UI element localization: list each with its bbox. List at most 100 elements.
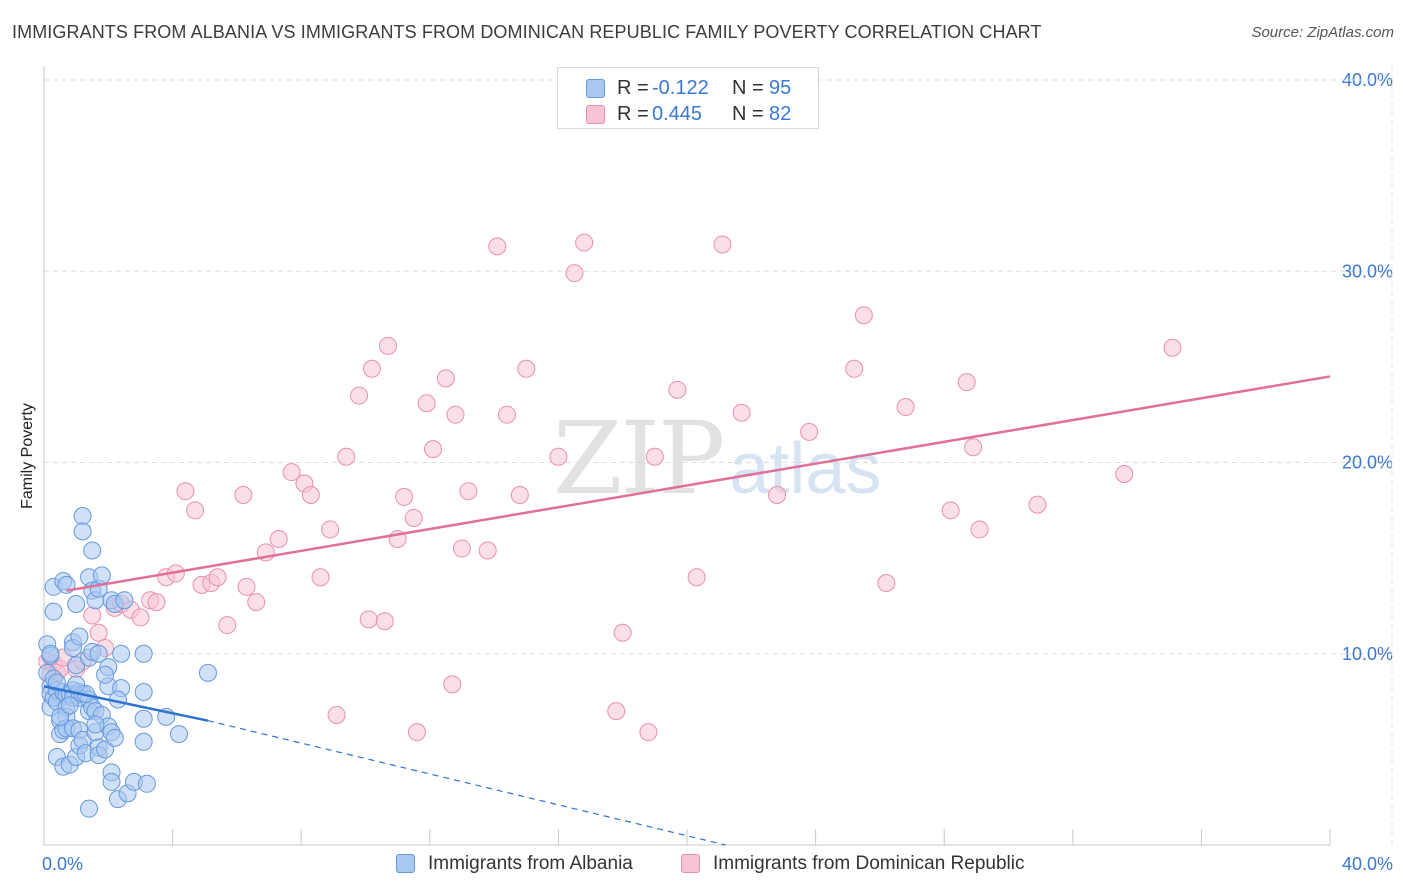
albania-trend-line [43,685,209,722]
watermark-atlas: atlas [729,429,882,509]
dominican-point [446,405,465,424]
dominican-point [459,482,478,501]
dominican-point [639,723,658,742]
legend-n-value: 95 [769,77,792,99]
albania-point [67,595,86,614]
dominican-point [379,336,398,355]
albania-point [73,522,92,541]
dominican-point [147,593,166,612]
dominican-point [89,623,108,642]
dominican-point [768,486,787,505]
albania-point [170,725,189,744]
dominican-point [497,405,516,424]
albania-point [44,602,63,621]
dominican-point [668,380,687,399]
albania-point [51,707,70,726]
chart-title: IMMIGRANTS FROM ALBANIA VS IMMIGRANTS FR… [12,22,1042,42]
dominican-point [350,386,369,405]
source-label: Source: ZipAtlas.com [1251,24,1394,41]
albania-point [60,696,79,715]
dominican-point [517,359,536,378]
dominican-point [375,612,394,631]
dominican-point [732,403,751,422]
legend-swatch-dominican [681,854,700,873]
albania-point [67,675,86,694]
dominican-point [247,593,266,612]
dominican-point [845,359,864,378]
dominican-point [301,486,320,505]
y-axis-label: Family Poverty [19,403,36,509]
dominican-point [311,568,330,587]
albania-point [70,627,89,646]
dominican-point [549,447,568,466]
dominican-point [218,616,237,635]
dominican-point [362,359,381,378]
dominican-point [941,501,960,520]
albania-point [134,709,153,728]
dominican-point [575,233,594,252]
dominican-point [321,520,340,539]
albania-point [134,644,153,663]
y-tick-label: 30.0% [1342,261,1393,281]
dominican-point [237,577,256,596]
dominican-point [452,539,471,558]
albania-point [86,715,105,734]
albania-point [102,772,121,791]
dominican-point [269,530,288,548]
dominican-point [395,487,414,506]
dominican-point [687,568,706,587]
legend-label-dominican: Immigrants from Dominican Republic [713,853,1025,874]
albania-points [38,507,217,818]
legend-r-label: R = [617,77,649,99]
dominican-point [510,486,529,505]
dominican-point [83,606,102,625]
dominican-point [896,398,915,417]
dominican-trend-line [66,375,1331,592]
legend-swatch-dominican [586,105,605,124]
legend-n-label: N = [732,77,764,99]
dominican-point [1163,338,1182,357]
dominican-point [417,394,436,413]
dominican-point [176,482,195,501]
dominican-point [877,573,896,592]
legend-n-label: N = [732,103,764,125]
dominican-point [337,447,356,466]
dominican-point [443,675,462,694]
albania-point [80,799,99,818]
y-tick-label: 20.0% [1342,453,1393,473]
legend-swatch-albania [586,79,605,98]
legend-r-label: R = [617,103,649,125]
legend-r-value: -0.122 [652,77,709,99]
x-tick-label-max: 40.0% [1342,854,1393,874]
dominican-point [282,463,301,482]
albania-point [96,740,115,759]
dominican-point [970,520,989,539]
dominican-point [488,237,507,256]
dominican-point [404,508,423,527]
dominican-point [327,705,346,724]
dominican-point [1115,464,1134,483]
dominican-point [607,702,626,721]
dominican-point [565,264,584,283]
dominican-point [613,623,632,642]
albania-point [83,541,102,560]
albania-point [198,663,217,682]
legend-swatch-albania [396,854,415,873]
dominican-point [1028,495,1047,514]
dominican-point [208,568,227,587]
albania-point [89,644,108,663]
albania-point [105,728,124,747]
albania-point [96,665,115,684]
albania-point [134,732,153,751]
dominican-point [645,447,664,466]
x-tick-label-min: 0.0% [42,854,83,874]
legend-r-value: 0.445 [652,103,703,125]
dominican-point [478,541,497,560]
dominican-point [359,610,378,629]
correlation-legend: R = -0.122 N = 95 R = 0.445 N = 82 [557,67,819,129]
legend-n-value: 82 [769,103,792,125]
series-legend: Immigrants from Albania Immigrants from … [0,852,1406,878]
albania-point [41,644,60,663]
dominican-point [407,723,426,742]
